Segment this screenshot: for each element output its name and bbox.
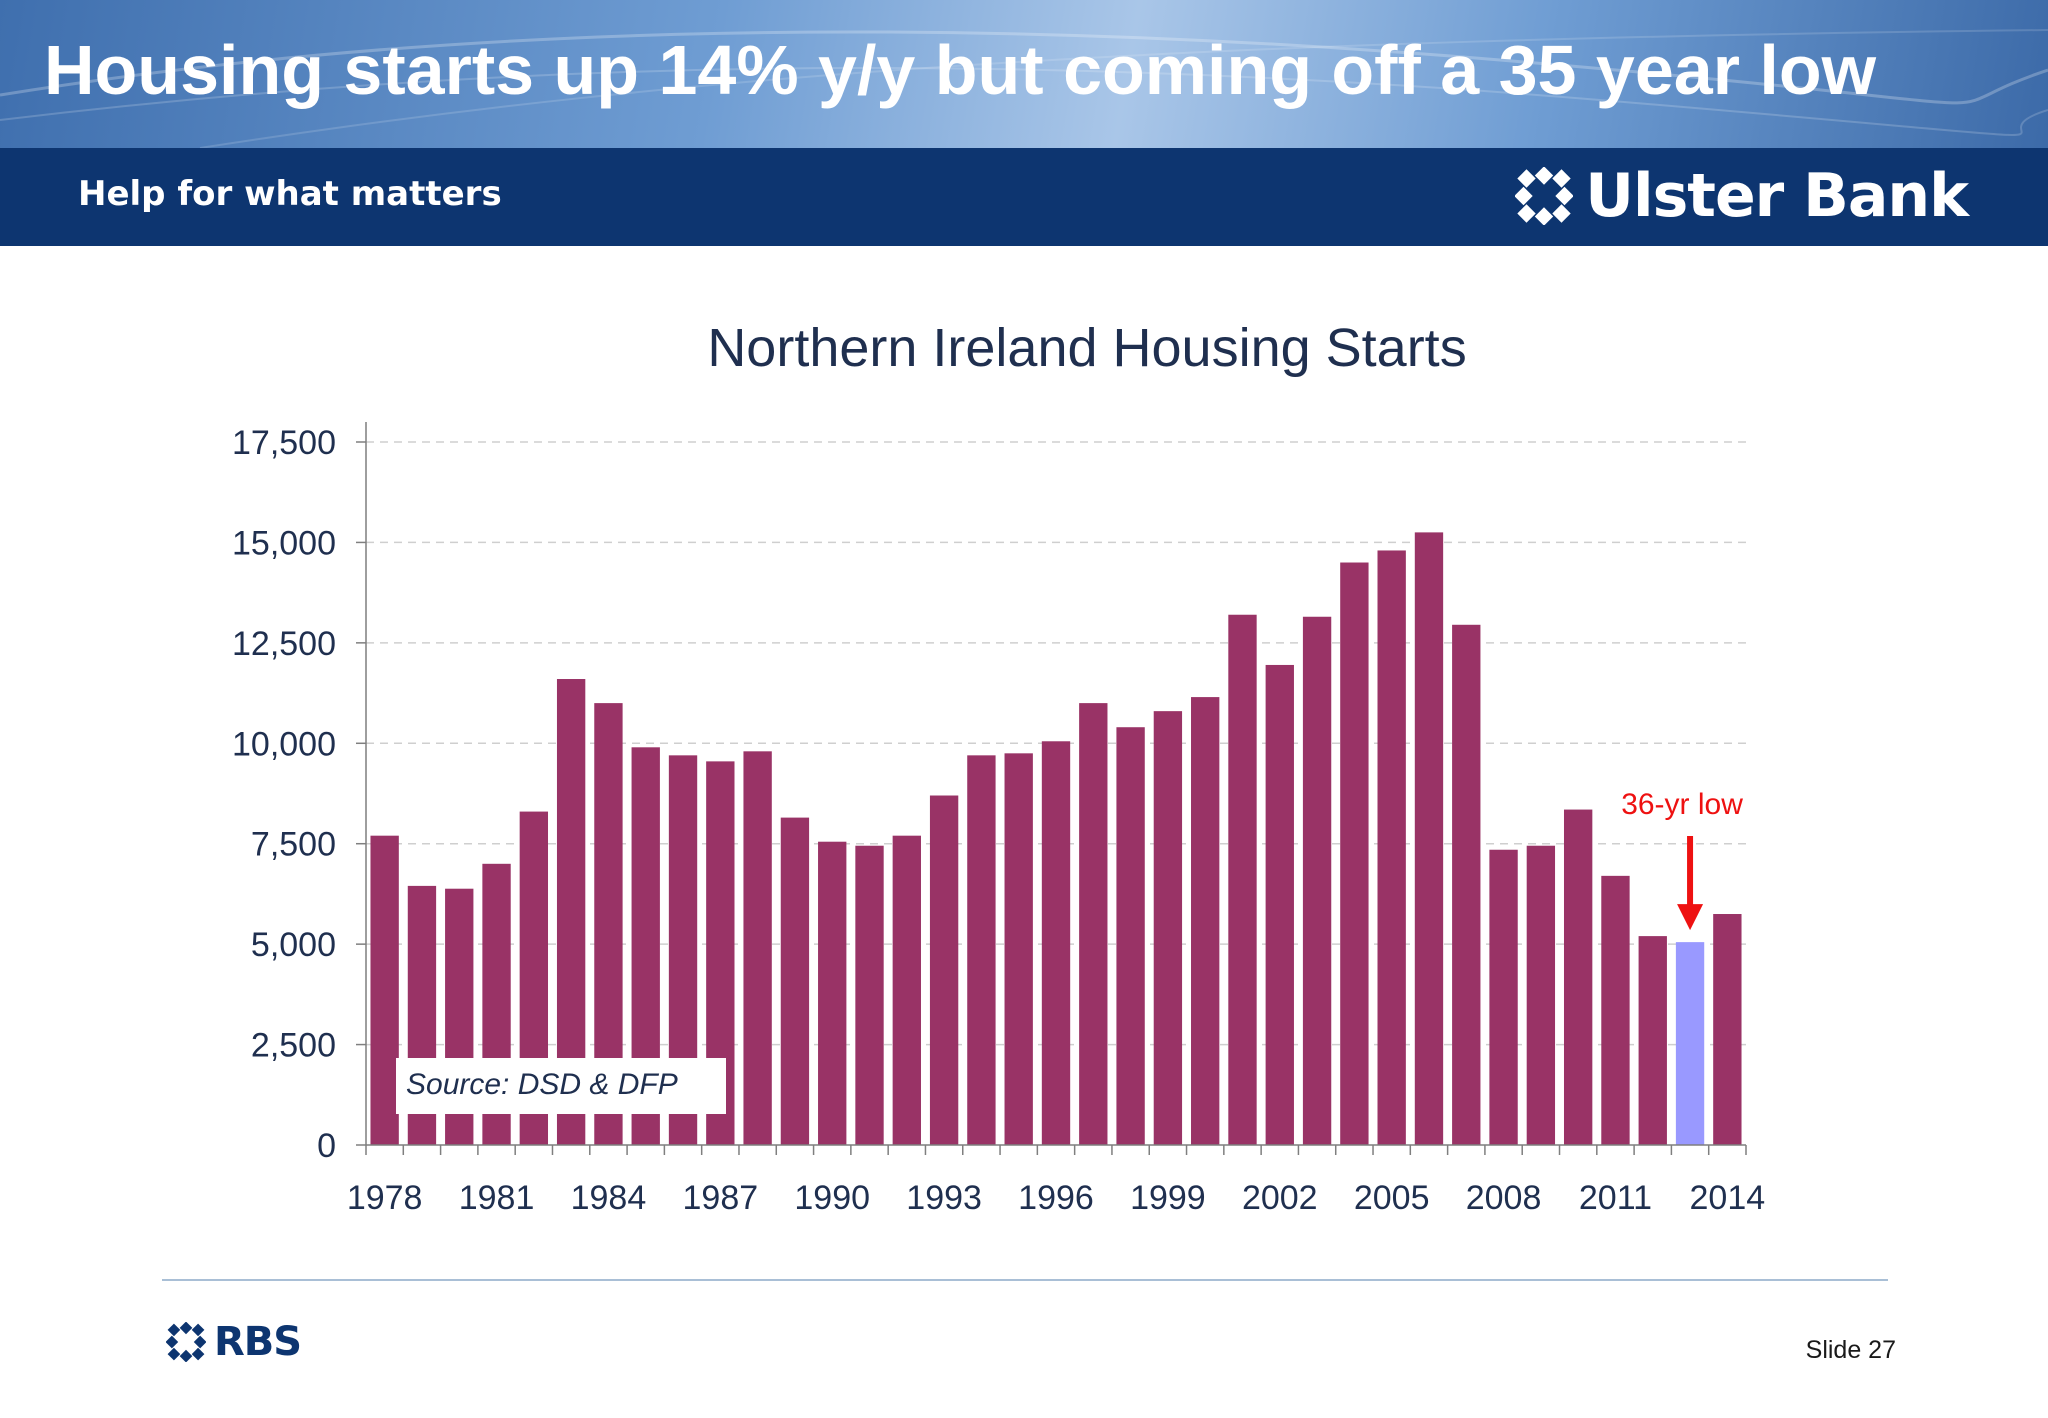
- bar: [1116, 727, 1145, 1145]
- bar: [967, 755, 996, 1145]
- x-tick-label: 1993: [906, 1179, 982, 1217]
- y-tick-label: 0: [317, 1127, 336, 1165]
- x-tick-label: 2008: [1466, 1179, 1542, 1217]
- bar: [1041, 741, 1071, 1145]
- x-tick-label: 2014: [1690, 1179, 1766, 1217]
- annotation-label: 36-yr low: [1621, 788, 1743, 821]
- bar: [1153, 711, 1183, 1145]
- bar: [1489, 849, 1518, 1145]
- bar: [743, 751, 772, 1145]
- bar: [855, 845, 884, 1145]
- bar: [1563, 809, 1593, 1145]
- x-tick-label: 2005: [1354, 1179, 1430, 1217]
- x-tick-label: 2002: [1242, 1179, 1318, 1217]
- x-tick-label: 2011: [1579, 1179, 1652, 1217]
- y-axis: 0 2,500 5,000 7,500 10,000 12,500 15,000 17,500: [232, 422, 367, 1165]
- bar: [1377, 550, 1406, 1145]
- bar: [1340, 562, 1369, 1145]
- x-tick-label: 1999: [1130, 1179, 1206, 1217]
- y-tick-label: 7,500: [251, 826, 336, 864]
- slide-number: Slide 27: [1805, 1336, 1896, 1364]
- y-tick-label: 5,000: [251, 926, 336, 964]
- annotation-arrow-head: [1677, 904, 1704, 931]
- source-note: Source: DSD & DFP: [406, 1068, 678, 1101]
- x-axis: 1978 1981 1984 1987 1990 1993 1996 1999 2002 2005…: [347, 1144, 1766, 1217]
- bar-highlight: [1675, 942, 1705, 1145]
- x-tick-label: 1984: [571, 1179, 647, 1217]
- slide-title: Housing starts up 14% y/y but coming off…: [44, 31, 1877, 109]
- footer-logo: RBS: [166, 1319, 302, 1365]
- y-tick-label: 17,500: [232, 424, 336, 462]
- bar: [1004, 753, 1033, 1145]
- bar: [818, 841, 847, 1145]
- bar: [1526, 845, 1556, 1145]
- header-brand-band: [0, 148, 2048, 246]
- bar: [1414, 532, 1444, 1145]
- bar: [1228, 614, 1257, 1145]
- bar: [1079, 703, 1108, 1145]
- bar: [892, 835, 921, 1145]
- annotation: 36-yr low: [1621, 788, 1743, 931]
- y-tick-label: 2,500: [251, 1027, 336, 1065]
- x-tick-label: 1981: [459, 1179, 535, 1217]
- housing-starts-chart: Northern Ireland Housing Starts 0 2,500 5,…: [232, 318, 1766, 1217]
- footer-divider: [162, 1279, 1888, 1281]
- header-banner: [0, 0, 2048, 148]
- source-note-box: Source: DSD & DFP: [396, 1058, 726, 1114]
- bar: [1601, 875, 1630, 1145]
- bar: [929, 795, 959, 1145]
- y-tick-label: 10,000: [232, 725, 336, 763]
- x-tick-label: 1990: [794, 1179, 870, 1217]
- brand-name: Ulster Bank: [1585, 161, 1969, 231]
- tagline: Help for what matters: [78, 174, 502, 214]
- x-tick-label: 1978: [347, 1179, 423, 1217]
- y-tick-label: 12,500: [232, 625, 336, 663]
- bar: [1452, 624, 1481, 1145]
- ulster-bank-daisy-icon: [1515, 167, 1574, 225]
- chart-title: Northern Ireland Housing Starts: [707, 318, 1466, 378]
- footer-brand: RBS: [214, 1319, 302, 1365]
- brand-logo: Ulster Bank: [1515, 161, 1969, 231]
- bar: [370, 835, 399, 1145]
- bar: [780, 817, 810, 1145]
- bar: [1713, 914, 1742, 1145]
- header-swoosh-decoration: [0, 29, 2048, 148]
- bar: [1302, 616, 1332, 1145]
- x-tick-label: 1987: [683, 1179, 759, 1217]
- x-tick-label: 1996: [1018, 1179, 1094, 1217]
- bar: [1191, 697, 1220, 1145]
- y-tick-label: 15,000: [232, 524, 336, 562]
- rbs-daisy-icon: [166, 1322, 206, 1362]
- bars: [370, 532, 1742, 1145]
- bar: [1638, 936, 1667, 1145]
- bar: [1265, 664, 1294, 1145]
